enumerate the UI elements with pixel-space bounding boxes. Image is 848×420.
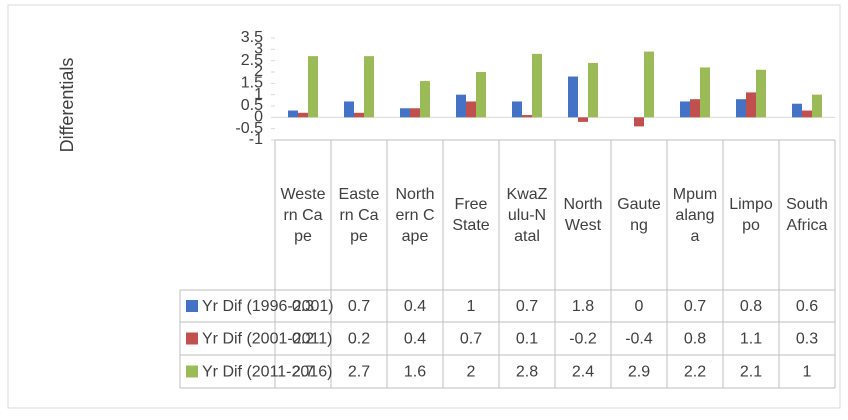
x-tick-label: South Africa	[786, 196, 828, 234]
table-value: -0.2	[569, 331, 597, 348]
table-value: 0.7	[684, 298, 706, 315]
category-cell: Gauteng	[617, 196, 661, 234]
table-value: 1.1	[740, 331, 762, 348]
table-value: 0.7	[460, 331, 482, 348]
bar	[466, 101, 476, 118]
table-value: 2.7	[292, 364, 314, 381]
table-value: 2.9	[628, 364, 650, 381]
table-value: 2.1	[740, 364, 762, 381]
bar	[812, 94, 822, 118]
bar	[522, 115, 532, 118]
legend-label: Yr Dif (1996-2001)	[202, 298, 334, 315]
bar	[288, 110, 298, 118]
bar	[644, 51, 654, 118]
x-tick-label: Limpopo	[729, 196, 773, 234]
table-value: 0.4	[404, 331, 426, 348]
x-tick-label: Free State	[452, 196, 490, 234]
table-value: 0.7	[516, 298, 538, 315]
bar	[344, 101, 354, 118]
category-cell: Western Cape	[280, 185, 326, 245]
bar	[568, 76, 578, 118]
table-value: 0.1	[516, 331, 538, 348]
bar	[736, 99, 746, 118]
x-tick-label: Eastern Cape	[338, 185, 380, 245]
table-value: 0.3	[796, 331, 818, 348]
legend-label: Yr Dif (2001-2011)	[202, 331, 332, 348]
legend-key	[186, 300, 198, 312]
y-tick-label: 1	[254, 86, 263, 103]
y-tick-label: 3	[254, 41, 263, 58]
table-value: 1.6	[404, 364, 426, 381]
table-value: 2.2	[684, 364, 706, 381]
x-tick-label: KwaZulu-Natal	[506, 185, 548, 245]
bar	[532, 53, 542, 118]
table-value: 1	[803, 364, 812, 381]
bar	[410, 108, 420, 118]
table-value: 0.4	[404, 298, 426, 315]
y-tick-label: 3.5	[241, 29, 263, 46]
x-tick-label: Northern Cape	[395, 185, 435, 245]
bar	[700, 67, 710, 118]
category-cell: South Africa	[786, 196, 828, 234]
table-value: 2	[467, 364, 476, 381]
bar	[756, 69, 766, 118]
bar	[512, 101, 522, 118]
table-value: 1.8	[572, 298, 594, 315]
y-axis-title: Differentials	[57, 58, 77, 153]
category-cell: Mpumalanga	[672, 185, 718, 245]
category-cell: Northern Cape	[395, 185, 435, 245]
table-value: 0	[635, 298, 644, 315]
bar	[578, 117, 588, 122]
bar	[746, 92, 756, 118]
category-cell: North West	[563, 196, 603, 234]
table-value: 0.3	[292, 298, 314, 315]
bar	[476, 72, 486, 118]
x-tick-label: North West	[563, 196, 603, 234]
bar	[308, 56, 318, 118]
legend-label: Yr Dif (2011-2016)	[202, 364, 332, 381]
bar	[364, 56, 374, 118]
bar	[634, 117, 644, 127]
table-value: 0.8	[684, 331, 706, 348]
table-value: 2.8	[516, 364, 538, 381]
table-value: 2.4	[572, 364, 594, 381]
y-tick-label: 0	[254, 109, 263, 126]
y-tick-label: 2.5	[241, 52, 263, 69]
table-value: 2.7	[348, 364, 370, 381]
table-value: 1	[467, 298, 476, 315]
bar	[802, 110, 812, 118]
x-tick-label: Western Cape	[280, 185, 326, 245]
bar	[680, 101, 690, 118]
bar	[588, 62, 598, 118]
bar	[456, 94, 466, 118]
table-value: 0.6	[796, 298, 818, 315]
y-tick-label: 0.5	[241, 97, 263, 114]
table-value: 0.7	[348, 298, 370, 315]
x-tick-label: Mpumalanga	[672, 185, 718, 245]
y-tick-label: -0.5	[235, 120, 263, 137]
x-tick-label: Gauteng	[617, 196, 661, 234]
legend-key	[186, 365, 198, 378]
table-value: -0.4	[625, 331, 653, 348]
bar	[690, 99, 700, 118]
category-cell: Eastern Cape	[338, 185, 380, 245]
y-tick-label: 1.5	[241, 75, 263, 92]
bar	[792, 103, 802, 118]
bar	[400, 108, 410, 118]
table-value: 0.2	[292, 331, 314, 348]
table-value: 0.8	[740, 298, 762, 315]
y-tick-label: 2	[254, 63, 263, 80]
category-cell: Limpopo	[729, 196, 773, 234]
legend-key	[186, 332, 198, 345]
category-cell: Free State	[452, 196, 490, 234]
category-cell: KwaZulu-Natal	[506, 185, 548, 245]
y-tick-label: -1	[249, 131, 263, 148]
bar	[420, 81, 430, 118]
bar	[354, 112, 364, 118]
bar	[298, 112, 308, 118]
table-value: 0.2	[348, 331, 370, 348]
